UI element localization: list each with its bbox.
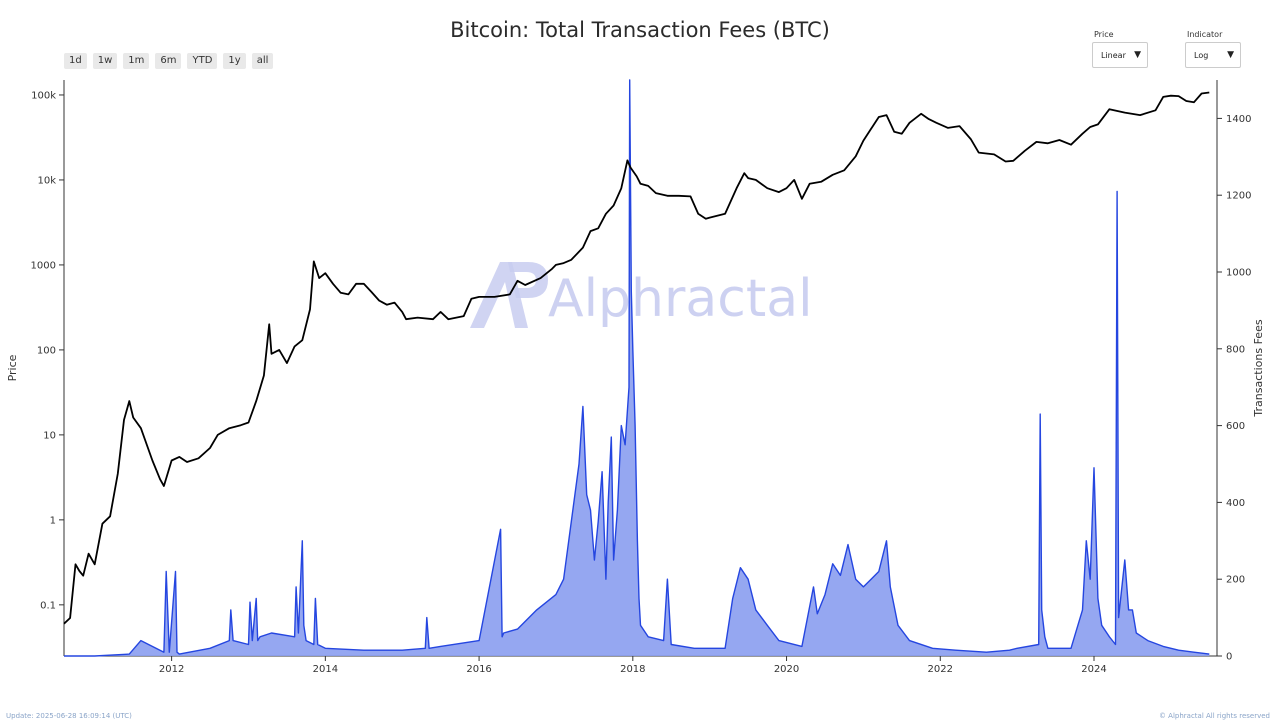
y-right-tick-label: 400 [1226,498,1245,509]
range-button-all[interactable]: all [251,53,274,69]
alphractal-logo-icon [470,262,548,328]
fees-series [64,79,1210,657]
y-left-tick-label: 10 [43,430,56,441]
range-button-1w[interactable]: 1w [92,53,118,69]
price-scale-value: Linear [1101,50,1126,60]
indicator-scale-control: Indicator Log ▼ [1185,30,1241,68]
watermark-text: Alphractal [548,269,813,329]
indicator-scale-label: Indicator [1187,30,1223,39]
fees-line [64,79,1210,657]
chevron-down-icon: ▼ [1134,50,1141,60]
price-scale-label: Price [1094,30,1114,39]
y-right-tick-label: 200 [1226,575,1245,586]
fees-area [64,80,1210,656]
y-right-tick-label: 1200 [1226,191,1251,202]
chevron-down-icon: ▼ [1227,50,1234,60]
range-button-1y[interactable]: 1y [223,53,246,69]
chart-title: Bitcoin: Total Transaction Fees (BTC) [450,18,830,42]
x-tick-label: 2022 [928,664,953,675]
range-button-1m[interactable]: 1m [123,53,150,69]
price-line [63,91,1210,625]
x-tick-label: 2018 [620,664,645,675]
range-button-ytd[interactable]: YTD [187,53,218,69]
y-right-tick-label: 1000 [1226,268,1251,279]
y-right-tick-label: 0 [1226,652,1232,663]
x-tick-label: 2016 [466,664,491,675]
y-left-tick-label: 10k [37,175,56,186]
price-scale-select[interactable]: Linear ▼ [1092,42,1148,68]
x-tick-label: 2014 [313,664,338,675]
y-right-tick-label: 1400 [1226,114,1251,125]
price-scale-control: Price Linear ▼ [1092,30,1148,68]
y-axis-right-label: Transactions Fees [1252,319,1265,417]
price-series [63,91,1210,625]
x-tick-label: 2012 [159,664,184,675]
copyright-notice: © Alphractal All rights reserved [1158,712,1270,720]
y-left-tick-label: 0.1 [40,600,56,611]
range-buttons: 1d 1w 1m 6m YTD 1y all [64,53,274,69]
y-left-tick-label: 100 [37,345,56,356]
x-tick-label: 2024 [1081,664,1106,675]
watermark: Alphractal [470,262,813,329]
indicator-scale-select[interactable]: Log ▼ [1185,42,1241,68]
y-right-tick-label: 600 [1226,421,1245,432]
chart-axes: 2012 2014 2016 2018 2020 2022 2024 0.1 1 10 100 100… [31,80,1251,675]
y-axis-left-label: Price [6,354,19,381]
y-left-tick-label: 100k [31,90,56,101]
indicator-scale-value: Log [1194,50,1209,60]
range-button-6m[interactable]: 6m [155,53,182,69]
range-button-1d[interactable]: 1d [64,53,87,69]
update-timestamp: Update: 2025-06-28 16:09:14 (UTC) [6,712,132,720]
y-right-tick-label: 800 [1226,344,1245,355]
x-tick-label: 2020 [774,664,799,675]
y-left-tick-label: 1000 [31,260,56,271]
y-left-tick-label: 1 [50,515,56,526]
